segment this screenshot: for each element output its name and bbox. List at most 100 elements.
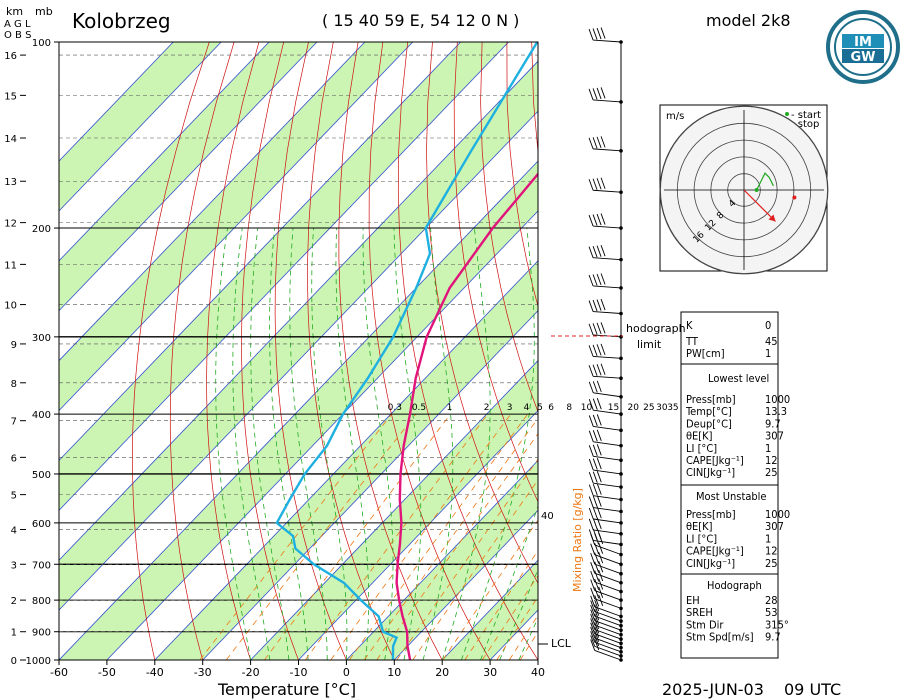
wind-level-dot: [619, 286, 623, 290]
coords-label: ( 15 40 59 E, 54 12 0 N ): [322, 11, 519, 30]
hodograph-ring-label: 8: [715, 210, 726, 221]
index-value: 315°: [765, 618, 789, 631]
hodograph-start-label: - start: [791, 110, 821, 121]
p-tick-label: 700: [32, 560, 51, 571]
mixing-ratio-tick-label: 20: [627, 403, 639, 413]
wind-barb-staff: [594, 572, 622, 584]
dry-adiabat: [206, 42, 260, 660]
dry-adiabat: [169, 42, 235, 660]
hodograph-limit-label: hodograph: [626, 322, 686, 335]
wind-barb-staff: [593, 507, 622, 512]
wind-barb-flag: [588, 179, 594, 191]
wind-barb-flag: [592, 344, 598, 357]
wind-barb-flag: [590, 552, 596, 565]
km-tick-label: 10: [4, 301, 17, 312]
wind-level-dot: [619, 356, 623, 361]
km-tick-label: 9: [11, 340, 17, 351]
wind-barb-staff: [593, 455, 622, 461]
wind-barb-staff: [593, 426, 622, 431]
wind-barb-flag: [596, 87, 602, 100]
isotherm-line: [59, 42, 366, 362]
wind-barb-staff: [594, 650, 622, 661]
wind-barb-flag: [596, 495, 602, 507]
p-tick-label: 1000: [26, 656, 51, 667]
mixing-ratio-tick-label: 2: [484, 403, 490, 413]
wind-barb-staff: [594, 637, 622, 649]
km-tick-label: 4: [11, 526, 17, 537]
wind-barb-flag: [600, 322, 606, 334]
wind-barb-staff: [593, 375, 622, 379]
tt-index-label: TT: [685, 335, 699, 348]
wind-barb-flag: [596, 380, 602, 393]
index-label: Deup[°C]: [686, 417, 732, 430]
index-label: CIN[Jkg⁻¹]: [686, 557, 735, 570]
isotherm-line: [59, 42, 222, 212]
wind-barb-flag: [590, 622, 596, 634]
wind-barb-flag: [588, 88, 594, 101]
dry-adiabat: [307, 42, 395, 660]
wind-barb-flag: [596, 528, 602, 540]
wind-barb-flag: [596, 178, 602, 190]
wind-barb-staff: [593, 441, 622, 447]
wind-barb-staff: [593, 469, 622, 475]
wind-barb-flag: [596, 444, 602, 456]
x-tick-label: 30: [483, 666, 497, 679]
dry-adiabat: [480, 42, 538, 413]
wind-barb-flag: [592, 364, 598, 376]
wind-barb-flag: [588, 399, 594, 411]
wind-barb-staff: [594, 606, 622, 617]
time-label: 09 UTC: [784, 680, 841, 699]
isotherm-line: [59, 110, 538, 611]
wind-level-dot: [619, 443, 623, 448]
wind-barb-flag: [588, 518, 594, 531]
lcl-label: LCL: [551, 637, 572, 650]
hodograph-limit-label-2: limit: [637, 338, 662, 351]
wind-barb-flag: [590, 595, 596, 607]
index-value: 53: [765, 606, 778, 619]
wind-barb-staff: [593, 495, 622, 500]
km-tick-label: 12: [4, 219, 17, 230]
p-tick-label: 900: [32, 628, 51, 639]
index-label: Stm Dir: [686, 618, 724, 631]
dry-adiabat: [274, 42, 347, 660]
wind-barb-staff: [594, 624, 622, 636]
wind-barb-staff: [594, 598, 622, 609]
wind-barb-flag: [594, 599, 600, 612]
wind-barb-flag: [592, 495, 598, 508]
wind-barb-staff: [593, 392, 622, 398]
x-tick-label: -20: [242, 666, 260, 679]
wind-barb-staff: [593, 518, 622, 524]
wind-barb-flag: [590, 626, 596, 639]
wind-barb-staff: [594, 581, 622, 593]
x-tick-label: -30: [194, 666, 212, 679]
wind-barb-flag: [590, 613, 596, 626]
isotherm-line: [394, 509, 538, 660]
hodograph-start-point: [754, 188, 759, 192]
wind-barb-flag: [588, 445, 594, 457]
wind-barb-staff: [593, 99, 622, 103]
start-marker-icon: [785, 112, 789, 116]
mixing-ratio-40: 40: [541, 511, 554, 522]
wind-barb-flag: [600, 177, 606, 189]
wind-barb-staff: [593, 39, 622, 43]
wind-barb-flag: [600, 136, 606, 148]
wind-barb-flag: [588, 415, 594, 427]
mixing-ratio-tick-label: 15: [608, 403, 619, 413]
dry-adiabat: [132, 42, 210, 660]
isotherm-line: [59, 160, 538, 660]
x-tick-label: 10: [387, 666, 401, 679]
logo-text-1: IM: [854, 35, 872, 50]
km-tick-label: 1: [11, 628, 17, 639]
mixing-ratio-tick-label: 10: [581, 403, 593, 413]
dry-adiabat: [241, 42, 299, 660]
index-label: θE[K]: [686, 520, 713, 533]
wind-barb-flag: [588, 529, 594, 541]
x-tick-label: -40: [146, 666, 164, 679]
wind-barb-staff: [593, 257, 622, 261]
hodograph-ring-line: [660, 106, 828, 274]
indices-panel: K 0 TT 45 PW[cm] 1 Lowest level Press[mb…: [680, 311, 790, 659]
wind-level-dot: [619, 412, 623, 416]
wind-barb-staff: [594, 554, 622, 565]
k-index-label: K: [686, 319, 693, 332]
wind-barb-staff: [594, 563, 622, 575]
